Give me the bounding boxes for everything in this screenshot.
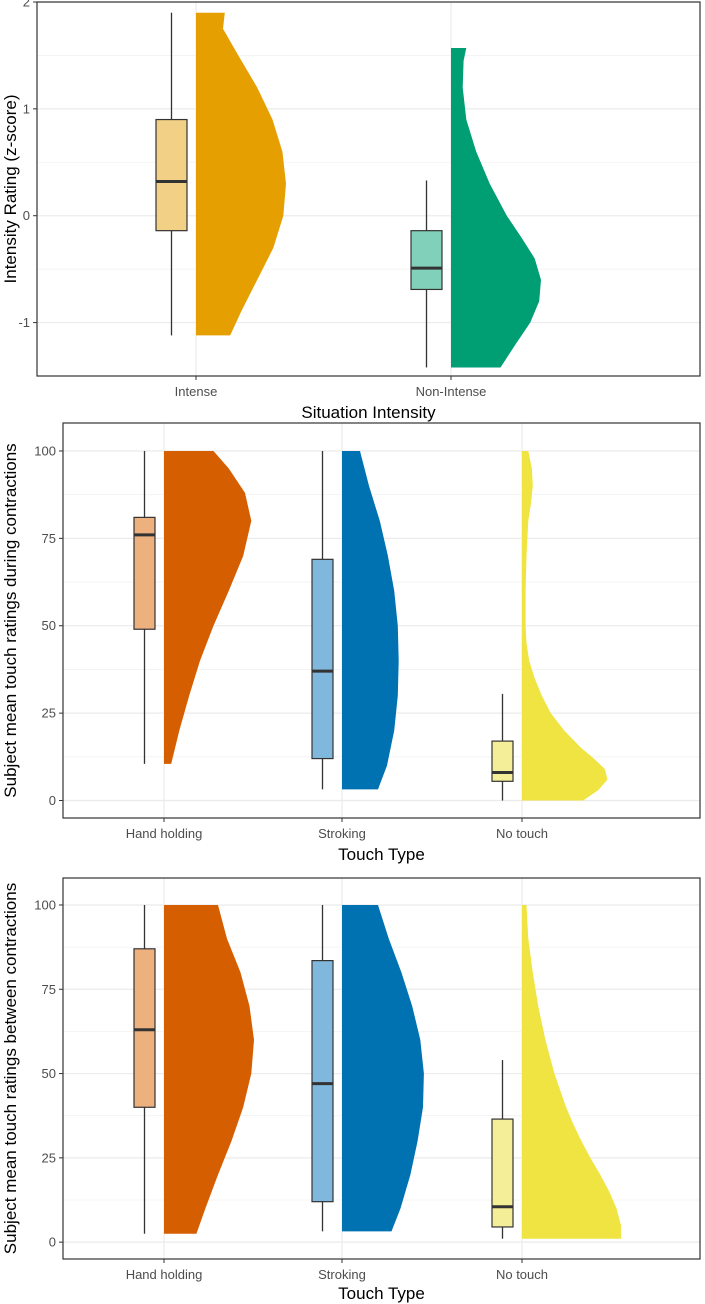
group-hand-holding bbox=[133, 904, 254, 1234]
group-no-touch bbox=[491, 450, 608, 801]
x-tick-label: Hand holding bbox=[126, 1267, 203, 1282]
group-no-touch bbox=[491, 904, 621, 1239]
y-axis-title: Subject mean touch ratings during contra… bbox=[1, 443, 20, 797]
y-axis-title: Intensity Rating (z-score) bbox=[1, 95, 20, 284]
x-tick-label: Intense bbox=[175, 384, 218, 399]
box bbox=[133, 516, 156, 630]
box bbox=[311, 960, 334, 1203]
group-hand-holding bbox=[133, 450, 252, 764]
panel-border bbox=[62, 422, 701, 819]
y-tick-label: 25 bbox=[42, 706, 56, 721]
x-axis-title: Situation Intensity bbox=[301, 403, 436, 422]
y-tick-label: 75 bbox=[42, 531, 56, 546]
chart-panel-2: 0 25 50 75 100 Hand holding Stroking No touch To… bbox=[1, 422, 701, 864]
x-tick-label: Non-Intense bbox=[416, 384, 487, 399]
x-tick-label: Stroking bbox=[318, 1267, 366, 1282]
chart-panel-1: -1 0 1 2 Intense Non-Intense Situation Intensi… bbox=[1, 0, 701, 422]
group-stroking bbox=[311, 904, 424, 1232]
box bbox=[491, 740, 514, 782]
density-cloud bbox=[342, 450, 399, 790]
y-tick-label: 25 bbox=[42, 1150, 56, 1165]
x-tick-label: No touch bbox=[496, 1267, 548, 1282]
y-tick-label: 100 bbox=[34, 897, 56, 912]
box bbox=[311, 558, 334, 760]
x-tick-label: No touch bbox=[496, 826, 548, 841]
density-cloud bbox=[522, 450, 608, 801]
y-tick-label: 75 bbox=[42, 982, 56, 997]
box bbox=[410, 230, 443, 291]
group-stroking bbox=[311, 450, 399, 790]
y-axis-title: Subject mean touch ratings between contr… bbox=[1, 883, 20, 1254]
y-tick-label: 50 bbox=[42, 1066, 56, 1081]
y-tick-label: 1 bbox=[23, 101, 30, 116]
density-cloud bbox=[164, 450, 252, 764]
y-tick-label: 100 bbox=[34, 443, 56, 458]
x-axis-title: Touch Type bbox=[338, 1284, 425, 1303]
density-cloud bbox=[342, 904, 424, 1232]
box bbox=[155, 118, 188, 232]
panel-background bbox=[37, 2, 700, 376]
x-tick-label: Hand holding bbox=[126, 826, 203, 841]
y-tick-label: 0 bbox=[23, 208, 30, 223]
y-tick-label: 0 bbox=[49, 793, 56, 808]
density-cloud bbox=[522, 904, 621, 1239]
y-tick-label: -1 bbox=[18, 315, 30, 330]
density-cloud bbox=[196, 12, 286, 336]
panel-border bbox=[62, 877, 701, 1260]
panel-border bbox=[36, 1, 701, 377]
y-tick-label: 0 bbox=[49, 1235, 56, 1250]
chart-panel-3: 0 25 50 75 100 Hand holding Stroking No touch To… bbox=[1, 877, 701, 1303]
group-non-intense bbox=[410, 47, 541, 368]
density-cloud bbox=[164, 904, 254, 1234]
x-axis-title: Touch Type bbox=[338, 845, 425, 864]
box bbox=[133, 948, 156, 1108]
density-cloud bbox=[451, 47, 541, 368]
group-intense bbox=[155, 12, 286, 336]
y-tick-label: 50 bbox=[42, 618, 56, 633]
y-tick-label: 2 bbox=[23, 0, 30, 10]
x-tick-label: Stroking bbox=[318, 826, 366, 841]
box bbox=[491, 1118, 514, 1228]
